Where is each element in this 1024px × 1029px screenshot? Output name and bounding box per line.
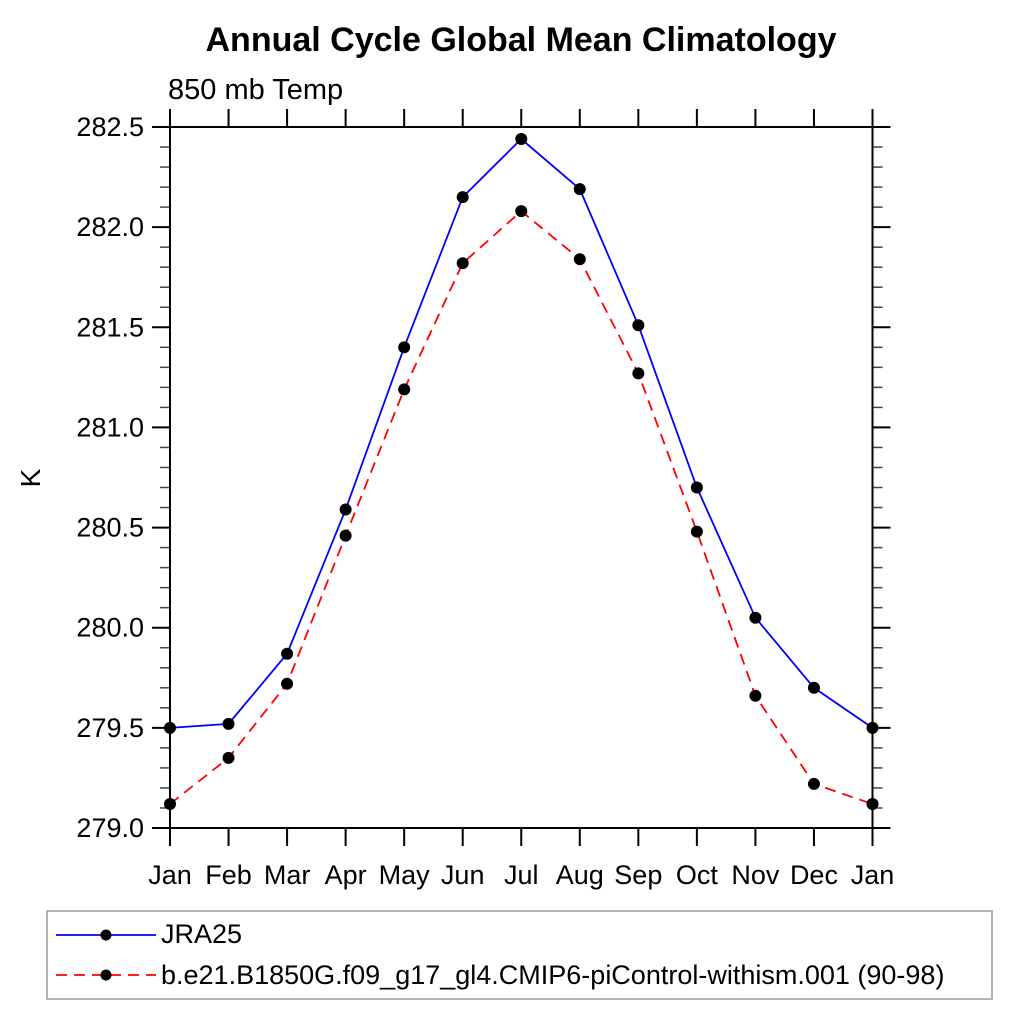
x-tick-label: Jan (148, 860, 192, 890)
y-tick-label: 279.0 (76, 813, 144, 843)
data-point-1-Jun (456, 257, 469, 270)
legend-item-model: b.e21.B1850G.f09_g17_gl4.CMIP6-piControl… (48, 957, 991, 993)
x-tick-label: Nov (731, 860, 780, 890)
solid-line-marker-icon (56, 929, 156, 941)
data-point-0-Feb (222, 717, 235, 730)
x-tick-label: Aug (556, 860, 604, 890)
y-tick-label: 281.0 (76, 412, 144, 442)
x-tick-label: Apr (325, 860, 367, 890)
x-tick-label: Feb (205, 860, 252, 890)
x-tick-label: Jul (504, 860, 539, 890)
data-point-1-May (398, 383, 411, 396)
legend-label-model: b.e21.B1850G.f09_g17_gl4.CMIP6-piControl… (161, 959, 945, 990)
x-tick-label: Dec (790, 860, 838, 890)
x-tick-label: Oct (676, 860, 719, 890)
data-point-0-Sep (632, 319, 645, 332)
data-point-1-Mar (281, 677, 294, 690)
series-line-1 (169, 209, 873, 805)
x-tick-label: Jun (441, 860, 485, 890)
x-tick-label: Sep (614, 860, 662, 890)
data-point-0-Jun (456, 191, 469, 204)
data-point-0-Dec (807, 681, 820, 694)
data-point-1-Aug (573, 253, 586, 266)
y-tick-label: 280.5 (76, 513, 144, 543)
data-point-1-Nov (749, 689, 762, 702)
y-tick-label: 280.0 (76, 613, 144, 643)
x-tick-label: Mar (264, 860, 311, 890)
data-point-0-Nov (749, 611, 762, 624)
data-point-0-Jul (515, 133, 528, 146)
x-tick-label: Jan (851, 860, 895, 890)
plot-frame (169, 126, 874, 829)
y-tick-label: 279.5 (76, 713, 144, 743)
data-point-1-Jul (515, 205, 528, 218)
chart-subtitle: 850 mb Temp (168, 74, 343, 106)
data-point-0-May (398, 341, 411, 354)
x-tick-label: May (379, 860, 431, 890)
data-point-0-Mar (281, 647, 294, 660)
data-point-0-Jan (866, 721, 879, 734)
y-axis-label: K (15, 468, 46, 487)
data-point-1-Sep (632, 367, 645, 380)
data-point-1-Feb (222, 751, 235, 764)
series-line-0 (169, 137, 874, 729)
data-point-1-Apr (339, 529, 352, 542)
data-point-0-Aug (573, 183, 586, 196)
data-point-1-Dec (807, 777, 820, 790)
data-point-1-Jan (866, 797, 879, 810)
data-point-0-Apr (339, 503, 352, 516)
legend-item-jra25: JRA25 (48, 917, 991, 953)
data-point-0-Oct (690, 481, 703, 494)
dashed-line-marker-icon (56, 969, 156, 981)
chart-title: Annual Cycle Global Mean Climatology (206, 21, 837, 59)
y-tick-label: 281.5 (76, 312, 144, 342)
legend-box: JRA25 b.e21.B1850G.f09_g17_gl4.CMIP6-piC… (46, 910, 993, 1000)
data-point-1-Jan (164, 797, 176, 810)
data-point-0-Jan (164, 721, 176, 734)
legend-label-jra25: JRA25 (161, 919, 243, 950)
y-tick-label: 282.0 (76, 212, 144, 242)
data-point-1-Oct (690, 525, 703, 538)
y-tick-label: 282.5 (76, 112, 144, 142)
